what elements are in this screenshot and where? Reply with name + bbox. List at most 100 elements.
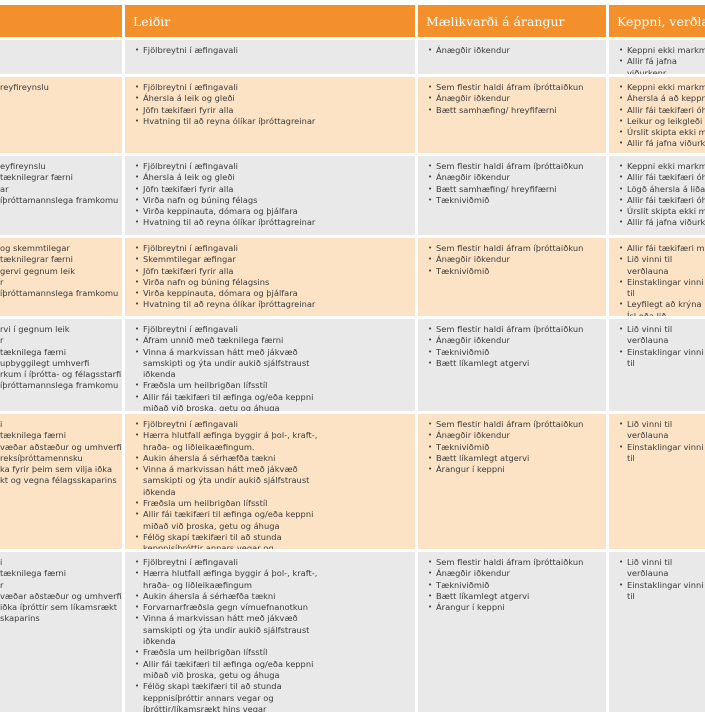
list-item: Félög skapi tækifæri til að stunda keppn…	[135, 532, 323, 549]
list-item: reyfireynslu	[0, 82, 49, 92]
list-item: Áfram unnið með tæknilega færni	[135, 335, 323, 347]
table-cell: Fjölbreytni í æfingavaliÁfram unnið með …	[125, 319, 415, 411]
list-item: Tækniviðmið	[428, 442, 606, 454]
list-item: væðar aðstæður og umhverfi	[0, 590, 122, 601]
table-cell: Fjölbreytni í æfingavaliHærra hlutfall æ…	[125, 414, 415, 549]
list-item: Einstaklingar vinni til	[619, 580, 705, 603]
table-cell: og skemmtilegar tæknilegrar færni gervi ge…	[0, 238, 122, 316]
bullet-list: Fjölbreytni í æfingavaliSkemmtilegar æfi…	[125, 238, 323, 311]
list-item: Sem flestir haldi áfram íþróttaiðkun	[428, 161, 606, 173]
list-item: Ánægðir iðkendur	[428, 93, 606, 105]
list-item: Allir fái tækifæri óhá	[619, 172, 705, 184]
bullet-list: Lið vinni til verðlaunaEinstaklingar vin…	[609, 319, 705, 369]
list-item: Vinna á markvissan hátt með jákvæð samsk…	[135, 464, 323, 498]
list-item: Aukin áhersla á sérhæfða tækni	[135, 591, 323, 603]
bullet-list: Keppni ekki markmiAllir fái tækifæri óhá…	[609, 156, 705, 229]
list-item: r	[0, 335, 4, 346]
list-item: Allir fá jafna viðurke	[619, 138, 705, 150]
table-cell: Lið vinni til verðlaunaEinstaklingar vin…	[609, 319, 705, 411]
list-item: Keppni ekki markmi	[619, 161, 705, 173]
table-cell: Fjölbreytni í æfingavaliÁhersla á leik o…	[125, 77, 415, 153]
table-cell: rvi í gegnum leik r tæknilega færni upbyggi…	[0, 319, 122, 411]
table-cell: Fjölbreytni í æfingavaliSkemmtilegar æfi…	[125, 238, 415, 316]
table-cell: Ánægðir iðkendur	[418, 40, 606, 74]
list-item: íþróttamannslega framkomu	[0, 288, 119, 299]
bullet-list: Fjölbreytni í æfingavali	[125, 40, 323, 57]
list-item: Fjölbreytni í æfingavali	[135, 243, 323, 255]
list-item: Lið vinni til verðlauna	[619, 254, 705, 277]
list-item: r	[0, 579, 4, 590]
list-item: rvi í gegnum leik	[0, 324, 70, 334]
bullet-list: Fjölbreytni í æfingavaliÁhersla á leik o…	[125, 156, 323, 229]
list-item: Fræðsla um heilbrigðan lífsstíl	[135, 647, 323, 659]
list-item: tæknilega færni	[0, 346, 67, 357]
bullet-list: Ánægðir iðkendur	[418, 40, 606, 57]
list-item: Allir fái tækifæri óhá	[619, 105, 705, 117]
list-item: Virða keppinauta, dómara og þjálfara	[135, 206, 323, 218]
table-cell: Sem flestir haldi áfram íþróttaiðkunÁnæg…	[418, 319, 606, 411]
list-item: kt og vegna félagsskaparins	[0, 475, 117, 486]
list-item: Bætt líkamlegt atgervi	[428, 591, 606, 603]
list-item: Allir fá jafna viðurkenr	[619, 56, 705, 74]
header-cell	[0, 5, 122, 37]
table-cell: i tæknilega færni væðar aðstæður og umhver…	[0, 414, 122, 549]
table-cell: Lið vinni til verðlaunaEinstaklingar vin…	[609, 414, 705, 549]
list-item: Allir fái tækifæri til æfinga og/eða kep…	[135, 659, 323, 682]
bullet-list	[0, 40, 122, 45]
list-item: Jöfn tækifæri fyrir alla	[135, 184, 323, 196]
list-item: reksíþróttamennsku	[0, 452, 83, 463]
list-item: Ánægðir iðkendur	[428, 568, 606, 580]
list-item: Fjölbreytni í æfingavali	[135, 161, 323, 173]
list-item: Virða nafn og búning félags	[135, 195, 323, 207]
list-item: Félög skapi tækifæri til að stunda keppn…	[135, 681, 323, 712]
list-item: Áhersla á leik og gleði	[135, 172, 323, 184]
bullet-list: Keppni ekki markmiÁhersla á að keppni fA…	[609, 77, 705, 150]
list-item: og skemmtilegar	[0, 243, 70, 253]
table-cell: Lið vinni til verðlaunaEinstaklingar vin…	[609, 552, 705, 712]
list-item: Jöfn tækifæri fyrir alla	[135, 266, 323, 278]
list-item: Keppni ekki markmi	[619, 82, 705, 94]
list-item: upbyggilegt umhverfi	[0, 357, 90, 368]
list-item: Sem flestir haldi áfram íþróttaiðkun	[428, 243, 606, 255]
table-cell: Fjölbreytni í æfingavaliÁhersla á leik o…	[125, 156, 415, 235]
list-item: Tækniviðmið	[428, 580, 606, 592]
list-item: Tækniviðmið	[428, 266, 606, 278]
list-item: íþróttamannslega framkomu	[0, 380, 119, 391]
list-item: Fjölbreytni í æfingavali	[135, 419, 323, 431]
list-item: gervi gegnum leik	[0, 265, 76, 276]
list-item: Ánægðir iðkendur	[428, 430, 606, 442]
bullet-list: i tæknilega færni r væðar aðstæður og umhve…	[0, 552, 122, 625]
list-item: Allir fá jafna viðurke	[619, 217, 705, 229]
table-cell: Sem flestir haldi áfram íþróttaiðkunÁnæg…	[418, 156, 606, 235]
table-cell: reyfireynslu	[0, 77, 122, 153]
list-item: Lið vinni til verðlauna	[619, 419, 705, 442]
list-item: Ánægðir iðkendur	[428, 172, 606, 184]
bullet-list: Fjölbreytni í æfingavaliÁhersla á leik o…	[125, 77, 323, 127]
list-item: Bætt líkamlegt atgervi	[428, 453, 606, 465]
list-item: Einstaklingar vinni til	[619, 347, 705, 370]
bullet-list: Fjölbreytni í æfingavaliHærra hlutfall æ…	[125, 414, 323, 549]
bullet-list: Sem flestir haldi áfram íþróttaiðkunÁnæg…	[418, 414, 606, 476]
bullet-list: og skemmtilegar tæknilegrar færni gervi ge…	[0, 238, 122, 299]
list-item: Sem flestir haldi áfram íþróttaiðkun	[428, 82, 606, 94]
bullet-list: Sem flestir haldi áfram íþróttaiðkunÁnæg…	[418, 552, 606, 614]
list-item: Lögð áhersla á liðake	[619, 184, 705, 196]
list-item: íþróttamannslega framkomu	[0, 194, 119, 205]
bullet-list: rvi í gegnum leik r tæknilega færni upbyggi…	[0, 319, 122, 392]
list-item: Sem flestir haldi áfram íþróttaiðkun	[428, 557, 606, 569]
list-item: Bætt samhæfing/ hreyfifærni	[428, 105, 606, 117]
list-item: Einstaklingar vinni til	[619, 277, 705, 300]
list-item: Fjölbreytni í æfingavali	[135, 324, 323, 336]
list-item: Árangur í keppni	[428, 464, 606, 476]
list-item: Forvarnarfræðsla gegn vímuefnanotkun	[135, 602, 323, 614]
table-cell: Sem flestir haldi áfram íþróttaiðkunÁnæg…	[418, 77, 606, 153]
list-item: eyfireynslu	[0, 161, 46, 171]
bullet-list: Sem flestir haldi áfram íþróttaiðkunÁnæg…	[418, 238, 606, 277]
list-item: Lið vinni til verðlauna	[619, 324, 705, 347]
bullet-list: Keppni ekki markmiAllir fá jafna viðurke…	[609, 40, 705, 74]
list-item: Fjölbreytni í æfingavali	[135, 45, 323, 57]
list-item: Keppni ekki markmi	[619, 45, 705, 57]
list-item: Vinna á markvissan hátt með jákvæð samsk…	[135, 613, 323, 647]
